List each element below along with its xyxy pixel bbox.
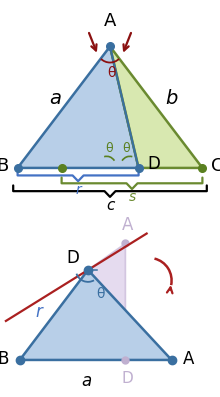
Text: s: s (128, 191, 136, 204)
Text: θ: θ (105, 143, 113, 156)
Text: c: c (106, 198, 114, 213)
Text: θ: θ (107, 66, 115, 80)
Text: D: D (66, 249, 79, 267)
Polygon shape (20, 270, 172, 360)
Text: a: a (49, 89, 61, 108)
Text: θ: θ (123, 143, 130, 156)
Text: A: A (122, 216, 133, 234)
Text: D: D (122, 370, 134, 385)
Text: θ: θ (96, 287, 104, 301)
Text: B: B (0, 157, 9, 175)
Text: A: A (183, 350, 194, 368)
Text: A: A (104, 12, 116, 31)
Text: B: B (0, 350, 9, 368)
Polygon shape (110, 46, 202, 168)
Text: a: a (82, 372, 92, 390)
Text: r: r (75, 183, 81, 197)
Polygon shape (18, 46, 139, 168)
Text: C: C (211, 157, 220, 175)
Polygon shape (88, 243, 125, 360)
Text: r: r (35, 303, 42, 321)
Text: b: b (165, 89, 178, 108)
Text: D: D (147, 155, 160, 173)
